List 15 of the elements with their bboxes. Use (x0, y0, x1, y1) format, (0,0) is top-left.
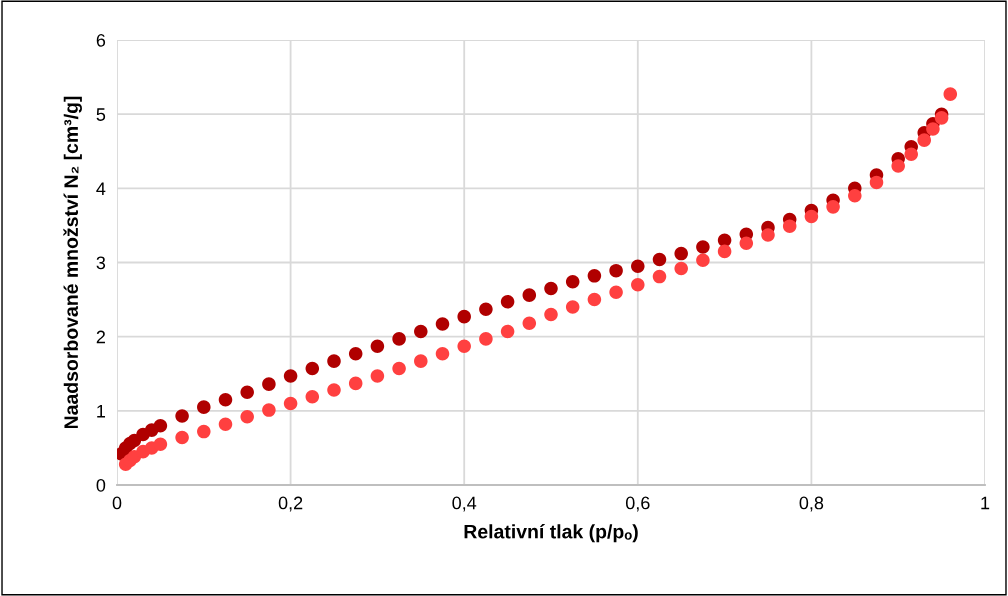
x-tick-label: 0,4 (452, 496, 477, 512)
x-axis-title: Relativní tlak (p/pₒ) (464, 524, 638, 543)
y-tick-label: 3 (96, 256, 106, 270)
y-tick-label: 1 (97, 404, 106, 418)
y-tick-label: 4 (96, 182, 106, 195)
x-tick-label: 0,6 (625, 496, 650, 512)
y-tick-label: 2 (96, 330, 105, 344)
x-tick-label: 0,2 (278, 496, 303, 512)
y-axis-title: Naadsorbované množství N₂ [cm³/g] (63, 96, 82, 429)
x-tick-label: 0 (112, 496, 122, 510)
y-tick-label: 0 (96, 478, 106, 492)
x-tick-label: 0,8 (799, 496, 824, 512)
y-tick-label: 6 (96, 33, 106, 47)
x-tick-label: 1 (981, 496, 990, 510)
y-tick-label: 5 (96, 108, 106, 121)
